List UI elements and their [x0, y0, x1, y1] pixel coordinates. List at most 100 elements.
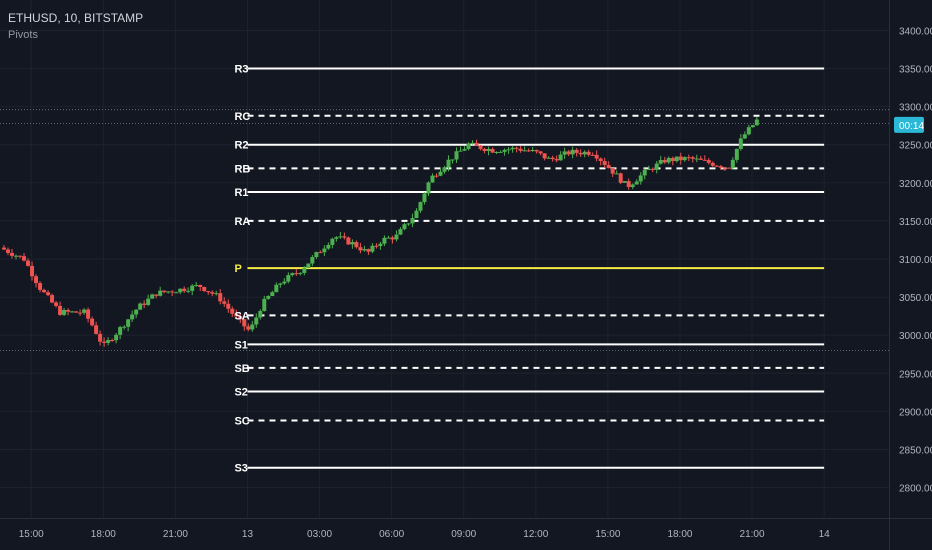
candle-body	[378, 243, 383, 246]
candle-body	[302, 267, 307, 273]
price-tick-label: 3250.00	[899, 141, 932, 152]
candle-body	[230, 308, 235, 314]
candle-body	[750, 125, 755, 128]
candle-body	[422, 193, 427, 203]
pivot-label-s2: S2	[234, 387, 247, 399]
candle-body	[226, 303, 231, 309]
candle-body	[10, 252, 15, 256]
candle-body	[38, 283, 43, 290]
candle-body	[450, 159, 455, 161]
candle-body	[398, 229, 403, 235]
candle-body	[154, 294, 159, 296]
symbol-title[interactable]: ETHUSD, 10, BITSTAMP	[8, 11, 144, 25]
candle-body	[638, 175, 643, 182]
candle-body	[494, 151, 499, 153]
grid	[0, 0, 889, 518]
candle-body	[566, 151, 571, 155]
candle-body	[490, 148, 495, 153]
pivot-levels	[247, 67, 825, 469]
candle-body	[722, 167, 727, 169]
candle-body	[262, 298, 267, 311]
time-tick-label: 13	[242, 529, 254, 540]
candle-body	[454, 151, 459, 160]
candle-body	[642, 169, 647, 176]
candle-body	[214, 293, 219, 295]
candle-body	[434, 175, 439, 177]
candle-body	[30, 265, 35, 277]
candle-body	[754, 119, 759, 126]
pivot-label-sa: SA	[234, 310, 249, 322]
candle-body	[426, 182, 431, 194]
price-axis[interactable]: 2800.00 2850.00 2900.00 2950.00 3000.00 3050.…	[889, 0, 932, 550]
candle-body	[98, 333, 103, 342]
candle-body	[174, 292, 179, 294]
candle-body	[578, 152, 583, 155]
time-tick-label: 03:00	[307, 529, 332, 540]
time-tick-label: 09:00	[451, 529, 476, 540]
candle-body	[66, 309, 71, 312]
candle-body	[478, 145, 483, 149]
candle-body	[122, 326, 127, 328]
candle-body	[650, 168, 655, 170]
candle-body	[458, 150, 463, 152]
indicator-legend[interactable]: Pivots	[8, 29, 38, 41]
candle-body	[666, 157, 671, 163]
candle-body	[62, 309, 67, 315]
price-tick-label: 3200.00	[899, 179, 932, 190]
candle-body	[210, 292, 215, 294]
candle-body	[2, 247, 7, 250]
candle-body	[630, 184, 635, 188]
time-axis[interactable]: 15:00 18:00 21:00 13 03:00 06:00 09:00 12:00 15:…	[0, 518, 932, 541]
candle-body	[338, 236, 343, 238]
candle-body	[54, 302, 59, 306]
candle-body	[734, 148, 739, 160]
candle-body	[306, 263, 311, 268]
price-tick-label: 3150.00	[899, 217, 932, 228]
candle-body	[606, 165, 611, 169]
candle-body	[550, 157, 555, 160]
candle-body	[250, 324, 255, 330]
time-tick-label: 21:00	[740, 529, 765, 540]
time-tick-label: 18:00	[667, 529, 692, 540]
candle-body	[678, 156, 683, 161]
candle-body	[126, 319, 131, 327]
price-tick-label: 2900.00	[899, 407, 932, 418]
candle-body	[274, 284, 279, 293]
time-tick-label: 14	[819, 529, 831, 540]
candle-body	[686, 157, 691, 159]
candle-body	[298, 272, 303, 274]
candle-body	[730, 159, 735, 168]
pivot-labels: R3 RC R2 RB R1 RA P SA S1 SB S2 SC S3	[234, 64, 250, 475]
candle-body	[746, 127, 751, 135]
pivot-label-sc: SC	[234, 415, 249, 427]
candle-body	[342, 236, 347, 238]
candle-body	[386, 237, 391, 239]
candle-body	[286, 275, 291, 282]
candle-body	[622, 181, 627, 183]
candle-body	[390, 237, 395, 240]
candle-body	[330, 238, 335, 245]
candle-body	[542, 153, 547, 159]
candle-body	[558, 154, 563, 161]
pivot-label-r3: R3	[234, 64, 248, 76]
candle-body	[178, 288, 183, 293]
price-tick-label: 2950.00	[899, 369, 932, 380]
candle-body	[694, 158, 699, 160]
candle-body	[570, 149, 575, 155]
candle-body	[94, 325, 99, 334]
candle-body	[206, 291, 211, 293]
candle-body	[198, 284, 203, 287]
candle-body	[194, 284, 199, 286]
time-tick-label: 12:00	[523, 529, 548, 540]
candle-body	[362, 249, 367, 251]
price-tick-label: 3100.00	[899, 255, 932, 266]
candle-body	[610, 168, 615, 174]
candle-body	[514, 147, 519, 149]
candle-body	[118, 327, 123, 335]
pivot-label-rc: RC	[234, 111, 250, 123]
candle-body	[698, 158, 703, 160]
candle-body	[90, 318, 95, 326]
candle-body	[74, 311, 79, 313]
